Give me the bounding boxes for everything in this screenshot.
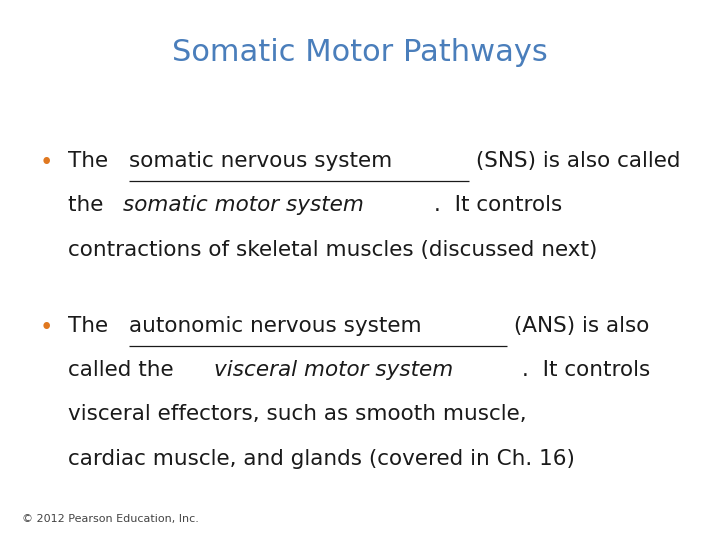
Text: (SNS) is also called: (SNS) is also called <box>469 151 680 171</box>
Text: •: • <box>40 316 53 339</box>
Text: .  It controls: . It controls <box>433 195 562 215</box>
Text: .  It controls: . It controls <box>522 360 651 380</box>
Text: contractions of skeletal muscles (discussed next): contractions of skeletal muscles (discus… <box>68 240 598 260</box>
Text: (ANS) is also: (ANS) is also <box>507 316 649 336</box>
Text: called the: called the <box>68 360 181 380</box>
Text: The: The <box>68 151 115 171</box>
Text: •: • <box>40 151 53 174</box>
Text: autonomic nervous system: autonomic nervous system <box>129 316 422 336</box>
Text: © 2012 Pearson Education, Inc.: © 2012 Pearson Education, Inc. <box>22 514 199 524</box>
Text: visceral effectors, such as smooth muscle,: visceral effectors, such as smooth muscl… <box>68 404 527 424</box>
Text: Somatic Motor Pathways: Somatic Motor Pathways <box>172 38 548 67</box>
Text: cardiac muscle, and glands (covered in Ch. 16): cardiac muscle, and glands (covered in C… <box>68 449 575 469</box>
Text: somatic nervous system: somatic nervous system <box>129 151 392 171</box>
Text: somatic motor system: somatic motor system <box>123 195 364 215</box>
Text: the: the <box>68 195 111 215</box>
Text: visceral motor system: visceral motor system <box>214 360 453 380</box>
Text: The: The <box>68 316 115 336</box>
